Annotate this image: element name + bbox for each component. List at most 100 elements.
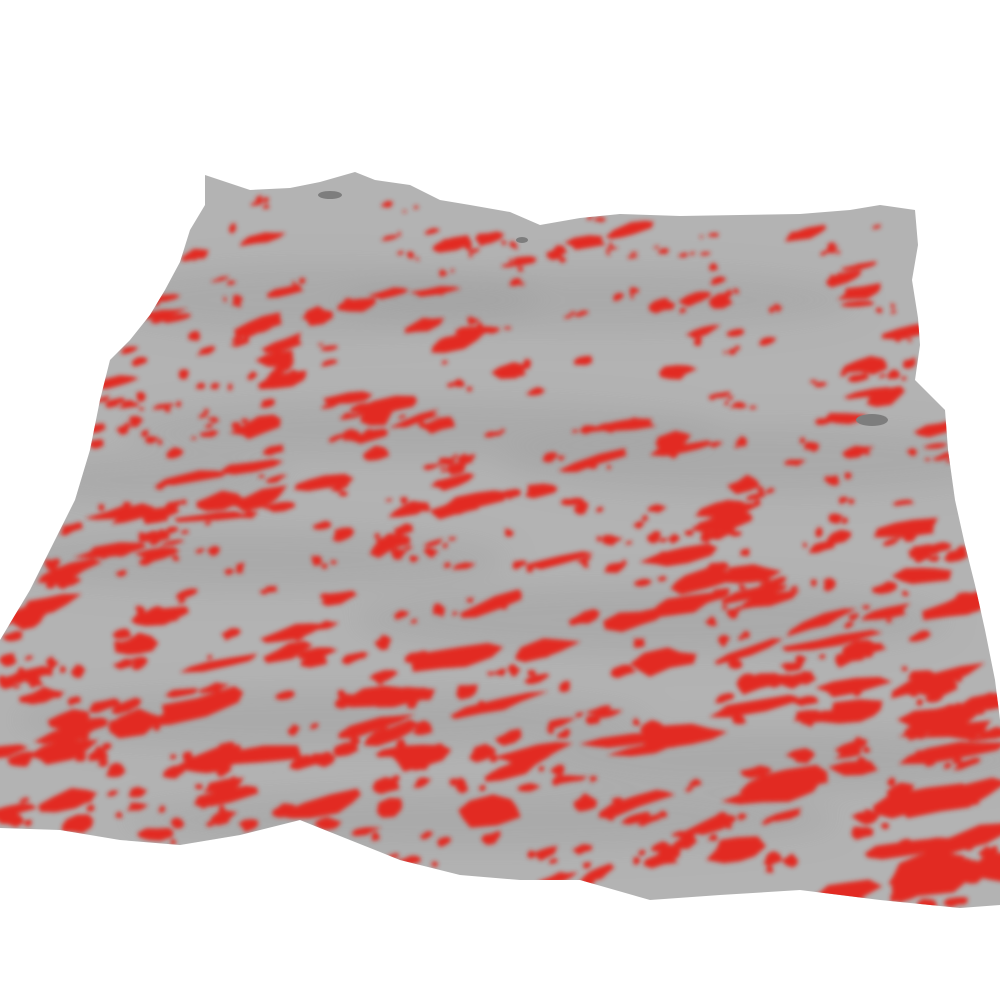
highlight-patch — [970, 854, 1000, 882]
highlight-patch — [385, 498, 393, 502]
highlight-patch — [557, 731, 571, 739]
highlight-patch — [375, 744, 407, 758]
highlight-patch — [271, 654, 281, 662]
highlight-patch — [641, 514, 649, 521]
highlight-patch — [609, 241, 613, 248]
highlight-patch — [678, 252, 688, 258]
highlight-patch — [136, 391, 146, 402]
highlight-patch — [515, 638, 581, 663]
peak-marks — [318, 191, 888, 426]
highlight-patch — [467, 454, 476, 460]
highlight-patch — [838, 496, 849, 505]
highlight-patch — [728, 348, 737, 356]
highlight-patch — [878, 373, 887, 378]
highlight-patch — [890, 309, 897, 315]
highlight-patch — [726, 328, 745, 337]
highlight-patch — [605, 804, 617, 814]
highlight-patch — [100, 553, 108, 559]
highlight-patch — [259, 589, 268, 595]
highlight-patch — [198, 254, 208, 259]
highlight-patch — [445, 662, 453, 669]
highlight-patch — [679, 307, 687, 314]
highlight-patch — [781, 629, 883, 652]
highlight-patch — [525, 386, 545, 396]
highlight-patch — [597, 709, 623, 719]
highlight-patch — [310, 722, 319, 730]
highlight-patch — [907, 670, 935, 681]
shading-blob — [340, 270, 860, 330]
highlight-patch — [453, 378, 465, 388]
highlight-patch — [331, 559, 338, 565]
highlight-patch — [158, 805, 166, 813]
highlight-patch — [92, 375, 139, 390]
highlight-patch — [228, 226, 237, 234]
highlight-patch — [311, 555, 322, 566]
highlight-patch — [157, 439, 163, 446]
highlight-patch — [810, 579, 817, 587]
highlight-patch — [489, 753, 498, 763]
highlight-patch — [655, 430, 692, 454]
highlight-patch — [610, 664, 637, 679]
highlight-patch — [119, 346, 139, 355]
highlight-patch — [630, 251, 638, 254]
highlight-patch — [203, 408, 210, 414]
highlight-patch — [712, 503, 762, 518]
highlight-patch — [45, 669, 54, 677]
highlight-patch — [180, 529, 189, 535]
highlight-patch — [380, 689, 387, 695]
highlight-patch — [729, 530, 738, 537]
highlight-patch — [158, 470, 228, 486]
highlight-patch — [513, 764, 524, 773]
highlight-patch — [80, 732, 90, 741]
highlight-patch — [856, 263, 861, 269]
highlight-patch — [657, 537, 669, 543]
highlight-patch — [882, 537, 903, 547]
highlight-patch — [449, 777, 458, 787]
highlight-patch — [418, 416, 455, 434]
highlight-patch — [409, 286, 462, 297]
highlight-patch — [749, 405, 757, 410]
highlight-patch — [741, 630, 750, 639]
highlight-patch — [442, 542, 448, 549]
highlight-patch — [439, 269, 448, 278]
highlight-patch — [7, 758, 18, 766]
highlight-patch — [625, 540, 633, 545]
highlight-patch — [550, 764, 565, 776]
highlight-patch — [420, 325, 428, 330]
highlight-patch — [108, 708, 163, 739]
highlight-patch — [866, 262, 870, 267]
highlight-patch — [235, 568, 244, 574]
highlight-patch — [605, 246, 619, 251]
highlight-patch — [747, 476, 755, 482]
highlight-patch — [684, 786, 694, 793]
highlight-patch — [902, 356, 916, 369]
highlight-patch — [203, 777, 244, 793]
highlight-patch — [313, 817, 342, 830]
highlight-patch — [223, 485, 288, 512]
highlight-patch — [430, 860, 439, 868]
highlight-patch — [112, 376, 121, 383]
highlight-patch — [304, 305, 334, 326]
highlight-patch — [907, 338, 912, 343]
highlight-patch — [738, 504, 746, 509]
highlight-patch — [888, 852, 966, 885]
highlight-patch — [572, 310, 589, 318]
highlight-patch — [785, 224, 827, 242]
highlight-patch — [430, 472, 475, 491]
highlight-patch — [714, 232, 719, 238]
highlight-patch — [226, 280, 236, 285]
highlight-patch — [922, 720, 992, 741]
highlight-patch — [911, 552, 919, 559]
highlight-patch — [745, 492, 767, 501]
highlight-patch — [613, 292, 625, 302]
highlight-patch — [877, 806, 886, 813]
highlight-patch — [576, 555, 592, 564]
highlight-patch — [582, 560, 589, 569]
highlight-patch — [113, 640, 123, 647]
highlight-patch — [128, 503, 154, 516]
highlight-patch — [895, 330, 915, 340]
highlight-patch — [887, 369, 900, 380]
highlight-patch — [524, 673, 550, 685]
highlight-patch — [442, 238, 448, 243]
highlight-patch — [700, 251, 711, 256]
